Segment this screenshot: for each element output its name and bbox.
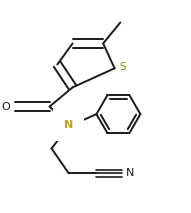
Text: S: S [119, 62, 126, 72]
Text: N: N [126, 168, 134, 178]
Text: N: N [64, 120, 73, 130]
Text: O: O [2, 102, 11, 111]
